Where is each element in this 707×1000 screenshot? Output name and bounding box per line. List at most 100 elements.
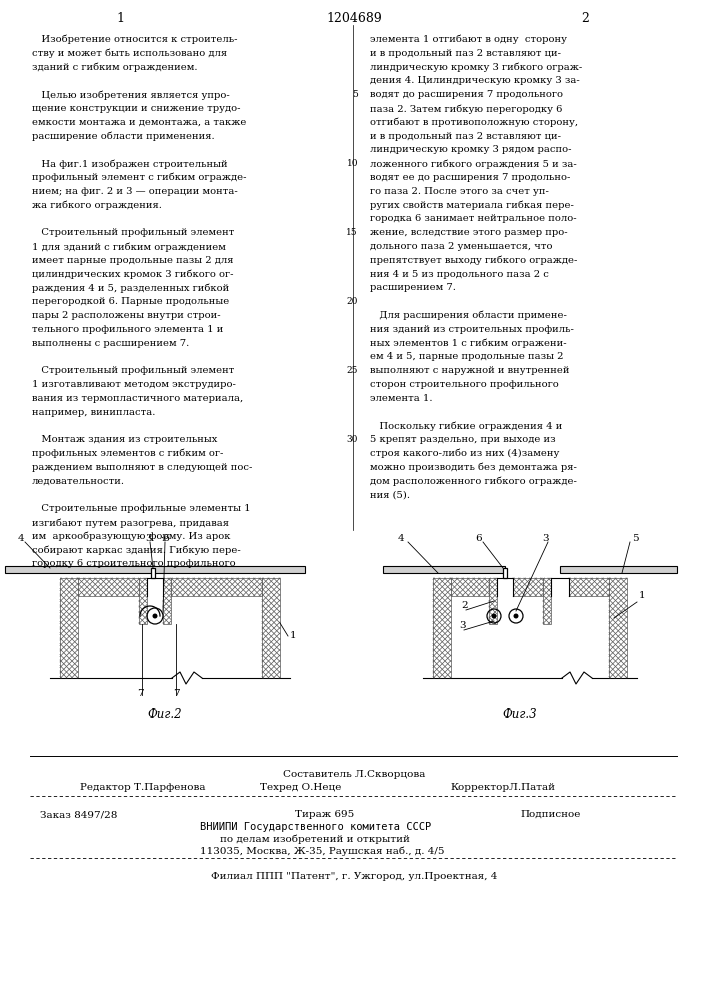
Text: раждением выполняют в следующей пос-: раждением выполняют в следующей пос- xyxy=(32,463,252,472)
Text: 15: 15 xyxy=(346,228,358,237)
Text: Строительный профильный элемент: Строительный профильный элемент xyxy=(32,366,235,375)
Bar xyxy=(262,578,280,678)
Text: и в продольный паз 2 вставляют ци-: и в продольный паз 2 вставляют ци- xyxy=(370,49,561,58)
Text: 7: 7 xyxy=(137,689,144,698)
Text: Целью изобретения является упро-: Целью изобретения является упро- xyxy=(32,90,230,100)
Text: 4: 4 xyxy=(18,534,25,543)
Text: Фиг.2: Фиг.2 xyxy=(148,708,182,721)
Text: строя какого-либо из них (4)замену: строя какого-либо из них (4)замену xyxy=(370,449,559,458)
Text: линдрическую кромку 3 гибкого ограж-: линдрическую кромку 3 гибкого ограж- xyxy=(370,63,583,72)
Text: 1: 1 xyxy=(116,11,124,24)
Text: 1: 1 xyxy=(639,591,645,600)
Bar xyxy=(60,578,78,678)
Text: Редактор Т.Парфенова: Редактор Т.Парфенова xyxy=(80,783,206,792)
Text: 4: 4 xyxy=(398,534,404,543)
Text: дом расположенного гибкого огражде-: дом расположенного гибкого огражде- xyxy=(370,477,577,486)
Text: сторон строительного профильного: сторон строительного профильного xyxy=(370,380,559,389)
Text: расширение области применения.: расширение области применения. xyxy=(32,132,215,141)
Text: 7: 7 xyxy=(173,689,180,698)
Text: Для расширения области примене-: Для расширения области примене- xyxy=(370,311,567,320)
Bar xyxy=(451,578,489,596)
Text: Заказ 8497/28: Заказ 8497/28 xyxy=(40,810,117,819)
Text: собирают каркас здания. Гибкую пере-: собирают каркас здания. Гибкую пере- xyxy=(32,546,241,555)
Text: элемента 1 отгибают в одну  сторону: элемента 1 отгибают в одну сторону xyxy=(370,35,567,44)
Text: 5 крепят раздельно, при выходе из: 5 крепят раздельно, при выходе из xyxy=(370,435,556,444)
Text: зданий с гибким ограждением.: зданий с гибким ограждением. xyxy=(32,63,197,72)
Bar xyxy=(78,578,139,596)
Text: Составитель Л.Скворцова: Составитель Л.Скворцова xyxy=(283,770,425,779)
Text: 3: 3 xyxy=(542,534,549,543)
Text: тельного профильного элемента 1 и: тельного профильного элемента 1 и xyxy=(32,325,223,334)
Text: емкости монтажа и демонтажа, а также: емкости монтажа и демонтажа, а также xyxy=(32,118,246,127)
Text: КорректорЛ.Патай: КорректорЛ.Патай xyxy=(450,783,555,792)
Text: изгибают путем разогрева, придавая: изгибают путем разогрева, придавая xyxy=(32,518,229,528)
Text: 2: 2 xyxy=(581,11,589,24)
Text: 113035, Москва, Ж-35, Раушская наб., д. 4/5: 113035, Москва, Ж-35, Раушская наб., д. … xyxy=(200,846,445,856)
Bar xyxy=(543,578,551,624)
Text: ем 4 и 5, парные продольные пазы 2: ем 4 и 5, парные продольные пазы 2 xyxy=(370,352,563,361)
Text: Техред О.Неце: Техред О.Неце xyxy=(260,783,341,792)
Text: отгибают в противоположную сторону,: отгибают в противоположную сторону, xyxy=(370,118,578,127)
Text: дольного паза 2 уменьшается, что: дольного паза 2 уменьшается, что xyxy=(370,242,552,251)
Text: пары 2 расположены внутри строи-: пары 2 расположены внутри строи- xyxy=(32,311,221,320)
Text: Строительные профильные элементы 1: Строительные профильные элементы 1 xyxy=(32,504,250,513)
Bar xyxy=(569,578,609,596)
Bar xyxy=(5,566,305,573)
Text: можно производить без демонтажа ря-: можно производить без демонтажа ря- xyxy=(370,463,577,472)
Text: выполняют с наружной и внутренней: выполняют с наружной и внутренней xyxy=(370,366,570,375)
Text: элемента 1.: элемента 1. xyxy=(370,394,433,403)
Text: 5: 5 xyxy=(352,90,358,99)
Text: 1204689: 1204689 xyxy=(326,11,382,24)
Text: Фиг.3: Фиг.3 xyxy=(503,708,537,721)
Text: Филиал ППП "Патент", г. Ужгород, ул.Проектная, 4: Филиал ППП "Патент", г. Ужгород, ул.Прое… xyxy=(211,872,497,881)
Text: 30: 30 xyxy=(346,435,358,444)
Bar xyxy=(171,578,262,596)
Text: Монтаж здания из строительных: Монтаж здания из строительных xyxy=(32,435,217,444)
Text: ния (5).: ния (5). xyxy=(370,490,410,499)
Text: профильных элементов с гибким ог-: профильных элементов с гибким ог- xyxy=(32,449,223,458)
Text: раждения 4 и 5, разделенных гибкой: раждения 4 и 5, разделенных гибкой xyxy=(32,283,229,293)
Text: водят ее до расширения 7 продольно-: водят ее до расширения 7 продольно- xyxy=(370,173,571,182)
Bar xyxy=(560,566,677,573)
Text: по делам изобретений и открытий: по делам изобретений и открытий xyxy=(220,834,410,844)
Text: препятствует выходу гибкого огражде-: препятствует выходу гибкого огражде- xyxy=(370,256,578,265)
Text: расширением 7.: расширением 7. xyxy=(370,283,456,292)
Text: например, винипласта.: например, винипласта. xyxy=(32,408,156,417)
Text: 3: 3 xyxy=(459,621,466,630)
Text: ству и может быть использовано для: ству и может быть использовано для xyxy=(32,49,227,58)
Text: 3: 3 xyxy=(145,534,151,543)
Text: 5: 5 xyxy=(632,534,638,543)
Text: го паза 2. После этого за счет уп-: го паза 2. После этого за счет уп- xyxy=(370,187,549,196)
Bar xyxy=(147,578,163,596)
Text: 25: 25 xyxy=(346,366,358,375)
Text: 1 изготавливают методом экструдиро-: 1 изготавливают методом экструдиро- xyxy=(32,380,236,389)
Text: водят до расширения 7 продольного: водят до расширения 7 продольного xyxy=(370,90,563,99)
Text: На фиг.1 изображен строительный: На фиг.1 изображен строительный xyxy=(32,159,228,169)
Text: Строительный профильный элемент: Строительный профильный элемент xyxy=(32,228,235,237)
Bar xyxy=(383,566,505,573)
Text: вания из термопластичного материала,: вания из термопластичного материала, xyxy=(32,394,243,403)
Text: жение, вследствие этого размер про-: жение, вследствие этого размер про- xyxy=(370,228,568,237)
Bar xyxy=(433,578,451,678)
Text: профильный элемент с гибким огражде-: профильный элемент с гибким огражде- xyxy=(32,173,247,182)
Text: дения 4. Цилиндрическую кромку 3 за-: дения 4. Цилиндрическую кромку 3 за- xyxy=(370,76,580,85)
Text: Тираж 695: Тираж 695 xyxy=(295,810,354,819)
Text: выполнены с расширением 7.: выполнены с расширением 7. xyxy=(32,339,189,348)
Text: ругих свойств материала гибкая пере-: ругих свойств материала гибкая пере- xyxy=(370,201,574,210)
Text: городку 6 строительного профильного: городку 6 строительного профильного xyxy=(32,559,235,568)
Text: жа гибкого ограждения.: жа гибкого ограждения. xyxy=(32,201,162,210)
Text: паза 2. Затем гибкую перегородку 6: паза 2. Затем гибкую перегородку 6 xyxy=(370,104,562,113)
Bar xyxy=(551,578,569,596)
Text: цилиндрических кромок 3 гибкого ог-: цилиндрических кромок 3 гибкого ог- xyxy=(32,270,233,279)
Text: перегородкой 6. Парные продольные: перегородкой 6. Парные продольные xyxy=(32,297,229,306)
Bar xyxy=(497,578,513,596)
Text: 20: 20 xyxy=(346,297,358,306)
Text: 10: 10 xyxy=(346,159,358,168)
Circle shape xyxy=(513,613,518,618)
Text: городка 6 занимает нейтральное поло-: городка 6 занимает нейтральное поло- xyxy=(370,214,577,223)
Text: нием; на фиг. 2 и 3 — операции монта-: нием; на фиг. 2 и 3 — операции монта- xyxy=(32,187,238,196)
Text: 6: 6 xyxy=(475,534,481,543)
Text: имеет парные продольные пазы 2 для: имеет парные продольные пазы 2 для xyxy=(32,256,233,265)
Bar xyxy=(163,578,171,624)
Bar xyxy=(151,568,155,578)
